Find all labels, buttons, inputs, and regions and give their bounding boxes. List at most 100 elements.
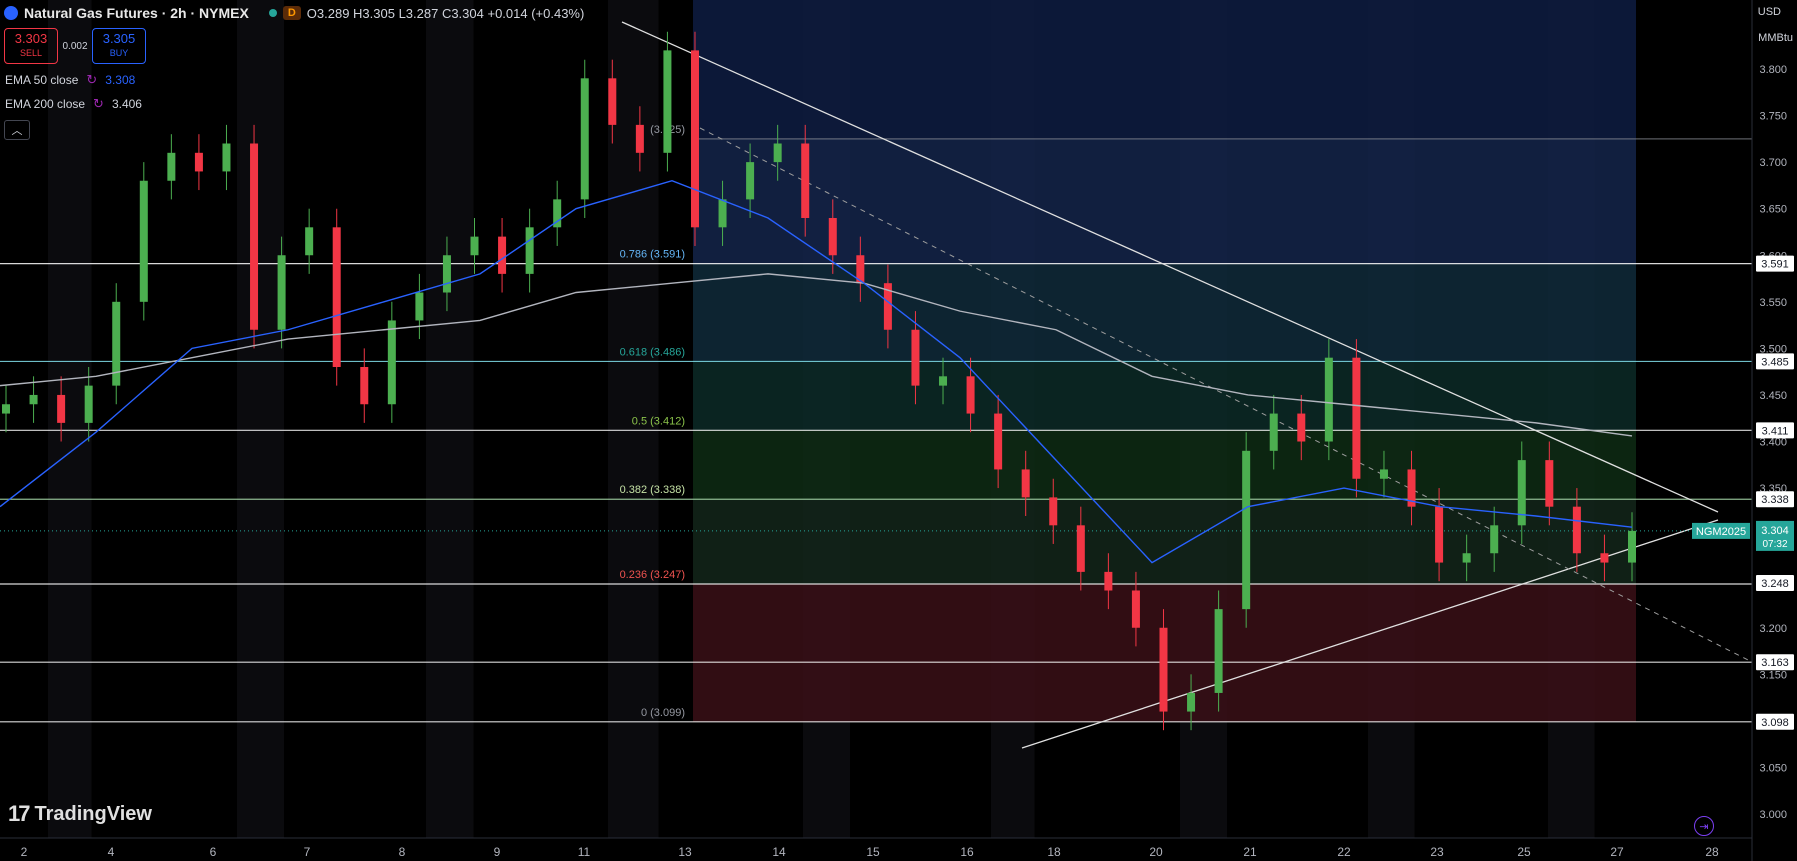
ema50-value: 3.308 [105,73,136,87]
axis-unit[interactable]: MMBtu [1758,32,1793,44]
time-tick-label: 8 [399,845,406,859]
buy-button[interactable]: 3.305 BUY [92,28,146,64]
price-tag-label: 3.248 [1761,578,1789,590]
price-tag-box [1756,654,1794,671]
candle-body [194,152,203,172]
price-tag-box [1756,575,1794,592]
candle-body [277,255,286,330]
candle-body [498,236,507,274]
price-tag-box [1756,255,1794,272]
candle-body [553,199,562,228]
loading-icon: ↻ [86,72,98,87]
candle-body [1021,469,1030,498]
symbol-logo-icon [4,6,18,20]
price-tick-label: 3.800 [1759,64,1787,76]
tradingview-logo[interactable]: 17 TradingView [8,801,152,827]
candle-body [222,143,231,172]
fib-band-top [693,0,1636,139]
axis-currency[interactable]: USD [1757,6,1781,18]
price-tag-label: 3.338 [1761,494,1789,506]
candle-body [608,78,617,125]
time-tick-label: 27 [1610,845,1624,859]
candle-body [1159,627,1168,712]
price-tag-label: 3.163 [1761,657,1789,669]
sell-price: 3.303 [14,31,48,46]
candle-body [746,162,755,200]
sell-label: SELL [19,48,43,58]
price-tick-label: 3.400 [1759,437,1787,449]
symbol-tag-label: NGM2025 [1696,526,1746,538]
candle-body [828,218,837,256]
candle-body [911,329,920,386]
fib-band [693,263,1636,362]
candle-body [1324,357,1333,442]
collapse-legend-button[interactable]: ︿ [4,120,30,140]
candle-body [250,143,259,330]
candle-body [1379,469,1388,479]
ema50-label: EMA 50 close [5,73,79,87]
candle-body [690,50,699,228]
candle-body [387,320,396,405]
candle-body [332,227,341,367]
candle-body [525,227,534,274]
price-tag-box [1756,422,1794,439]
candle-body [856,255,865,284]
fib-label: 0.786 (3.591) [620,249,685,261]
tradingview-logo-icon: 17 [8,801,31,826]
price-tick-label: 3.450 [1759,390,1787,402]
fib-label: 0.236 (3.247) [620,569,685,581]
ema200-label: EMA 200 close [5,97,86,111]
fib-label: 0.618 (3.486) [620,346,685,358]
price-tag-label: 3.411 [1762,425,1789,437]
time-tick-label: 28 [1705,845,1719,859]
candle-body [1269,413,1278,451]
time-tick-label: 16 [960,845,974,859]
candle-body [1214,609,1223,693]
time-tick-label: 6 [210,845,217,859]
countdown-label: 07:32 [1762,539,1787,550]
market-status-icon [268,9,277,17]
fib-label: 0.382 (3.338) [620,484,685,496]
symbol-title[interactable]: Natural Gas Futures · 2h · NYMEX [24,5,249,21]
price-tag-box [1756,491,1794,508]
chevron-up-icon: ︿ [11,125,23,137]
time-tick-label: 25 [1517,845,1531,859]
candle-body [1628,530,1636,563]
price-tick-label: 3.650 [1759,204,1787,216]
ema200-line [0,273,1633,437]
ema50-legend[interactable]: EMA 50 close ↻ 3.308 [5,72,135,88]
candle-body [442,255,451,293]
interval-badge[interactable]: D [282,6,301,20]
candle-body [1517,460,1526,526]
price-tick-label: 3.750 [1759,111,1787,123]
price-tag-label: 3.098 [1761,717,1789,729]
loading-icon: ↻ [93,96,104,111]
price-tick-label: 3.550 [1759,297,1787,309]
price-tag-box [1756,713,1794,730]
fib-label: 0 (3.099) [641,707,685,719]
price-tick-label: 3.200 [1759,623,1787,635]
price-tag-box [1756,353,1794,370]
ema200-value: 3.406 [111,97,142,111]
ema200-legend[interactable]: EMA 200 close ↻ 3.406 [5,96,142,112]
time-tick-label: 15 [866,845,880,859]
time-tick-label: 22 [1337,845,1351,859]
candle-body [1545,460,1554,507]
scroll-to-realtime-icon[interactable]: ⇥ [1694,816,1714,836]
candle-body [305,227,314,256]
time-tick-label: 20 [1149,845,1163,859]
sell-button[interactable]: 3.303 SELL [4,28,58,64]
candle-body [29,394,38,405]
fib-band [693,361,1636,431]
candle-body [1131,590,1140,628]
candle-body [580,78,589,200]
ohlc-readout: O3.289 H3.305 L3.287 C3.304 +0.014 (+0.4… [306,5,585,21]
buy-label: BUY [109,48,129,58]
time-tick-label: 23 [1430,845,1444,859]
candle-body [1572,506,1581,554]
candle-body [1352,357,1361,479]
last-price-box [1756,520,1794,551]
logo-text: TradingView [34,802,152,825]
candle-body [1242,450,1251,610]
